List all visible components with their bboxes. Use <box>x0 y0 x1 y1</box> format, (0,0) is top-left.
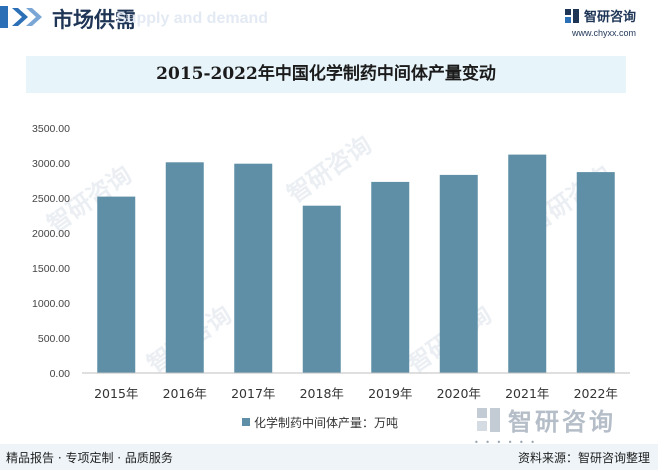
x-tick-label: 2019年 <box>368 386 412 401</box>
brand-icon <box>564 8 579 23</box>
bar <box>165 162 204 373</box>
ghost-subtitle: Supply and demand <box>116 10 269 27</box>
y-tick-label: 3500.00 <box>32 123 70 135</box>
legend-label: 化学制药中间体产量：万吨 <box>254 415 398 430</box>
x-tick-label: 2018年 <box>300 386 344 401</box>
bar-chart: 0.00 500.00 1000.00 1500.00 2000.00 2500.00 30… <box>32 123 630 430</box>
bar <box>371 181 410 373</box>
bar <box>439 174 478 373</box>
brand-watermark-dots: • • • • • • <box>474 438 538 447</box>
brand-watermark: 智研咨询 <box>476 402 616 437</box>
y-tick-label: 1000.00 <box>32 298 70 310</box>
footer-source: 资料来源：智研咨询整理 <box>517 451 650 465</box>
bar <box>508 154 547 373</box>
x-tick-label: 2022年 <box>574 386 618 401</box>
chart-title: 2015-2022年中国化学制药中间体产量变动 <box>156 64 496 84</box>
y-tick-label: 0.00 <box>50 368 71 380</box>
bar <box>234 163 273 373</box>
y-tick-label: 1500.00 <box>32 263 70 275</box>
x-tick-label: 2021年 <box>505 386 549 401</box>
bar <box>97 196 136 373</box>
y-tick-label: 2000.00 <box>32 228 70 240</box>
x-tick-label: 2015年 <box>94 386 138 401</box>
brand-watermark-name: 智研咨询 <box>508 408 616 436</box>
bar <box>302 205 341 373</box>
x-tick-label: 2020年 <box>437 386 481 401</box>
bar <box>576 172 615 373</box>
accent-bar <box>0 6 8 28</box>
x-tick-label: 2017年 <box>231 386 275 401</box>
brand-url: www.chyxx.com <box>571 28 636 38</box>
brand-watermark-icon <box>477 407 500 432</box>
brand-logo: 智研咨询 <box>564 6 636 25</box>
header: 市场供需 Supply and demand 智研咨询 www.chyxx.co… <box>0 0 658 44</box>
chevron-icon <box>12 8 42 26</box>
brand-name: 智研咨询 <box>583 10 636 25</box>
x-tick-label: 2016年 <box>163 386 207 401</box>
y-tick-label: 2500.00 <box>32 193 70 205</box>
footer-tagline: 精品报告 · 专项定制 · 品质服务 <box>6 451 173 465</box>
y-tick-label: 3000.00 <box>32 158 70 170</box>
chart-title-band: 2015-2022年中国化学制药中间体产量变动 <box>26 56 626 93</box>
legend-swatch <box>242 418 250 426</box>
footer: 精品报告 · 专项定制 · 品质服务 资料来源：智研咨询整理 <box>0 444 658 470</box>
y-tick-label: 500.00 <box>38 333 70 345</box>
section-title: 市场供需 <box>52 8 136 32</box>
